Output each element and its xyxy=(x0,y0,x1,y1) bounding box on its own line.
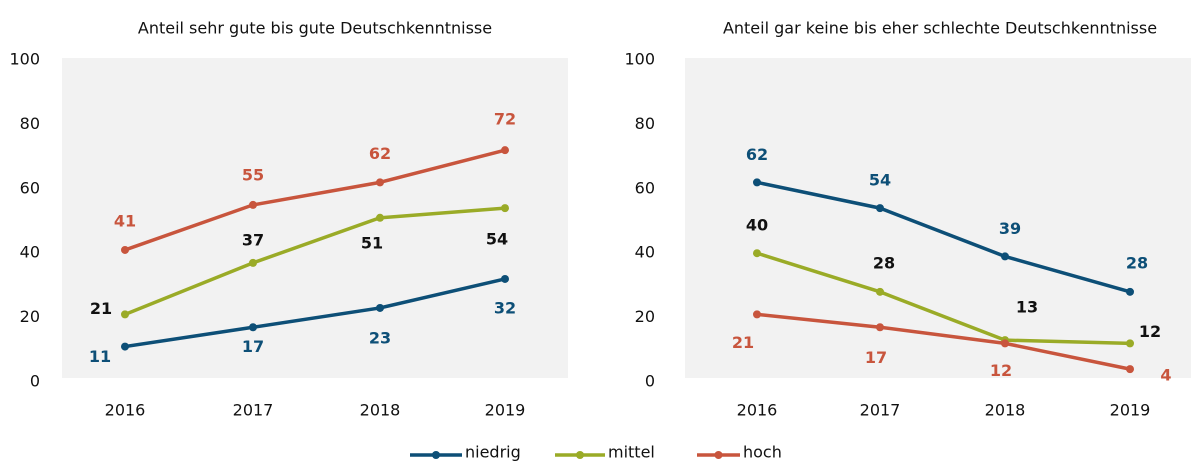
series-line xyxy=(124,277,506,349)
data-label: 72 xyxy=(494,110,516,129)
data-point xyxy=(753,178,761,187)
data-label: 51 xyxy=(361,233,383,252)
data-label: 62 xyxy=(369,144,391,163)
chart-title: Anteil sehr gute bis gute Deutschkenntni… xyxy=(138,19,492,38)
data-label: 28 xyxy=(873,253,895,272)
data-point xyxy=(876,287,884,296)
data-point xyxy=(121,245,129,254)
x-tick-label: 2017 xyxy=(860,401,901,420)
data-point xyxy=(876,323,884,332)
data-label: 39 xyxy=(999,219,1021,238)
legend-label: hoch xyxy=(743,443,782,462)
series-line xyxy=(756,312,1131,371)
data-point xyxy=(753,310,761,319)
y-tick-label: 100 xyxy=(624,50,655,69)
x-tick-label: 2019 xyxy=(1110,401,1151,420)
y-tick-label: 20 xyxy=(20,307,40,326)
data-label: 54 xyxy=(486,230,508,249)
data-point xyxy=(121,342,129,351)
legend-label: niedrig xyxy=(465,443,521,462)
data-point xyxy=(1001,252,1009,261)
y-tick-label: 100 xyxy=(9,50,40,69)
data-label: 41 xyxy=(114,211,136,230)
data-label: 21 xyxy=(90,299,112,318)
data-label: 4 xyxy=(1160,366,1171,385)
x-tick-label: 2016 xyxy=(737,401,778,420)
plot-area xyxy=(62,58,568,378)
legend-marker xyxy=(576,451,584,459)
data-label: 17 xyxy=(242,337,264,356)
y-tick-label: 0 xyxy=(645,372,655,391)
data-label: 23 xyxy=(369,328,391,347)
data-point xyxy=(501,274,509,283)
data-point xyxy=(1001,339,1009,348)
data-label: 37 xyxy=(242,230,264,249)
data-point xyxy=(501,146,509,155)
data-label: 12 xyxy=(990,361,1012,380)
y-tick-label: 20 xyxy=(635,307,655,326)
data-label: 17 xyxy=(865,348,887,367)
data-label: 28 xyxy=(1126,253,1148,272)
data-point xyxy=(121,310,129,319)
data-label: 40 xyxy=(746,216,768,235)
y-tick-label: 60 xyxy=(635,178,655,197)
y-tick-label: 40 xyxy=(635,243,655,262)
data-label: 11 xyxy=(89,347,111,366)
data-point xyxy=(753,249,761,258)
y-tick-label: 80 xyxy=(635,114,655,133)
chart-title: Anteil gar keine bis eher schlechte Deut… xyxy=(723,19,1157,38)
data-point xyxy=(1126,287,1134,296)
data-point xyxy=(1126,339,1134,348)
y-tick-label: 0 xyxy=(30,372,40,391)
y-tick-label: 60 xyxy=(20,178,40,197)
legend-marker xyxy=(714,451,723,459)
y-tick-label: 80 xyxy=(20,114,40,133)
legend-label: mittel xyxy=(608,443,655,462)
x-tick-label: 2019 xyxy=(485,401,526,420)
data-label: 55 xyxy=(242,165,264,184)
data-point xyxy=(376,178,384,187)
data-point xyxy=(501,204,509,213)
data-point xyxy=(376,213,384,222)
x-tick-label: 2018 xyxy=(985,401,1026,420)
data-point xyxy=(249,323,257,332)
series-line xyxy=(756,251,1131,346)
data-label: 62 xyxy=(746,145,768,164)
plot-area xyxy=(685,58,1191,378)
data-label: 13 xyxy=(1016,298,1038,317)
data-label: 32 xyxy=(494,298,516,317)
series-line xyxy=(756,180,1131,294)
series-line xyxy=(124,148,506,252)
data-label: 54 xyxy=(869,171,891,190)
data-point xyxy=(249,258,257,267)
x-tick-label: 2017 xyxy=(233,401,274,420)
y-tick-label: 40 xyxy=(20,243,40,262)
x-tick-label: 2016 xyxy=(105,401,146,420)
x-tick-label: 2018 xyxy=(360,401,401,420)
data-point xyxy=(1126,365,1134,374)
series-line xyxy=(124,206,506,317)
data-point xyxy=(249,200,257,209)
data-label: 21 xyxy=(732,333,754,352)
data-point xyxy=(376,303,384,312)
data-point xyxy=(876,204,884,213)
data-label: 12 xyxy=(1139,322,1161,341)
legend-marker xyxy=(432,451,440,459)
